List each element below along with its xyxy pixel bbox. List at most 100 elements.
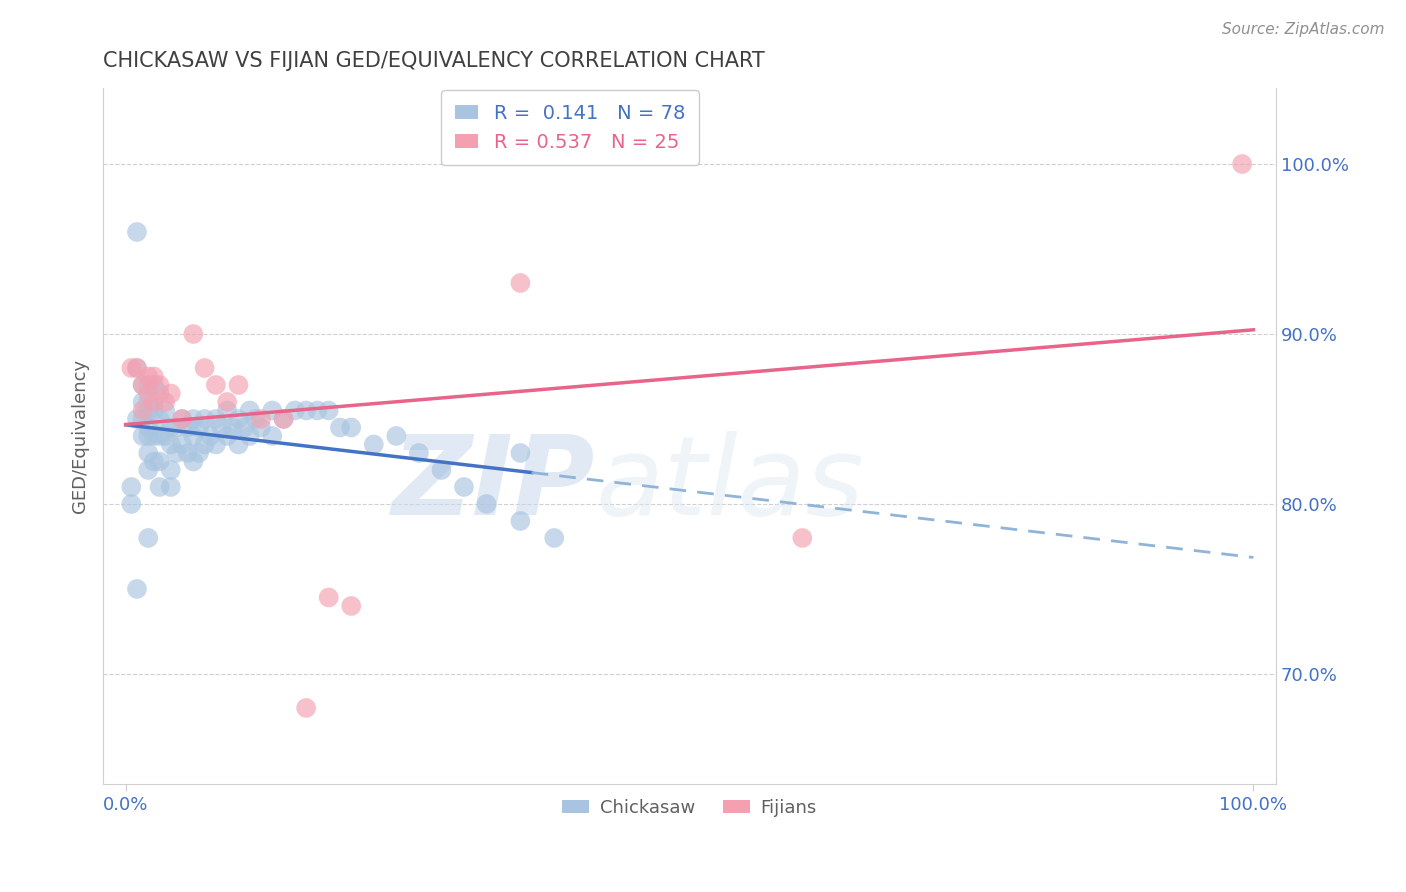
Point <box>245 412 267 426</box>
Point <box>194 437 217 451</box>
Legend: Chickasaw, Fijians: Chickasaw, Fijians <box>555 792 824 824</box>
Point <box>194 361 217 376</box>
Point <box>262 403 284 417</box>
Point <box>363 437 385 451</box>
Point <box>125 361 148 376</box>
Point <box>228 412 250 426</box>
Point <box>136 463 159 477</box>
Point <box>183 412 205 426</box>
Point <box>194 412 217 426</box>
Point <box>340 599 363 613</box>
Point <box>120 497 142 511</box>
Point <box>142 369 165 384</box>
Point <box>453 480 475 494</box>
Point <box>131 395 153 409</box>
Point <box>228 437 250 451</box>
Point <box>217 429 239 443</box>
Point <box>131 403 153 417</box>
Point <box>148 378 170 392</box>
Point <box>509 446 531 460</box>
Point <box>239 429 262 443</box>
Point <box>125 582 148 596</box>
Point <box>200 429 222 443</box>
Point <box>153 395 176 409</box>
Point <box>159 480 181 494</box>
Point <box>188 446 211 460</box>
Point <box>148 429 170 443</box>
Point <box>183 454 205 468</box>
Point <box>183 326 205 341</box>
Point <box>148 480 170 494</box>
Point <box>1230 157 1253 171</box>
Point <box>131 429 153 443</box>
Point <box>792 531 814 545</box>
Point <box>142 429 165 443</box>
Point <box>153 403 176 417</box>
Point <box>509 276 531 290</box>
Point <box>131 378 153 392</box>
Point <box>159 437 181 451</box>
Point <box>307 403 329 417</box>
Point <box>142 454 165 468</box>
Point <box>509 514 531 528</box>
Point <box>159 463 181 477</box>
Point <box>177 446 200 460</box>
Text: CHICKASAW VS FIJIAN GED/EQUIVALENCY CORRELATION CHART: CHICKASAW VS FIJIAN GED/EQUIVALENCY CORR… <box>103 51 765 70</box>
Point <box>125 412 148 426</box>
Text: atlas: atlas <box>596 431 865 538</box>
Point <box>262 429 284 443</box>
Point <box>148 454 170 468</box>
Point <box>136 446 159 460</box>
Point <box>142 395 165 409</box>
Point <box>131 378 153 392</box>
Point <box>250 412 273 426</box>
Point <box>217 395 239 409</box>
Point <box>295 403 318 417</box>
Point <box>131 412 153 426</box>
Point <box>273 412 295 426</box>
Point <box>136 429 159 443</box>
Point <box>159 420 181 434</box>
Point <box>148 386 170 401</box>
Point <box>125 225 148 239</box>
Point <box>170 437 193 451</box>
Point <box>136 369 159 384</box>
Text: Source: ZipAtlas.com: Source: ZipAtlas.com <box>1222 22 1385 37</box>
Point <box>136 403 159 417</box>
Point <box>159 386 181 401</box>
Point <box>205 412 228 426</box>
Point <box>430 463 453 477</box>
Point <box>177 420 200 434</box>
Point <box>233 420 256 434</box>
Point <box>295 701 318 715</box>
Point <box>148 412 170 426</box>
Point <box>165 420 187 434</box>
Point <box>408 446 430 460</box>
Point <box>136 378 159 392</box>
Point <box>165 446 187 460</box>
Point <box>136 420 159 434</box>
Point <box>385 429 408 443</box>
Point <box>153 429 176 443</box>
Point <box>239 403 262 417</box>
Point <box>125 361 148 376</box>
Point <box>205 437 228 451</box>
Point <box>183 429 205 443</box>
Point <box>273 412 295 426</box>
Point <box>170 412 193 426</box>
Text: ZIP: ZIP <box>392 431 596 538</box>
Point <box>136 386 159 401</box>
Point <box>188 420 211 434</box>
Point <box>475 497 498 511</box>
Point <box>543 531 565 545</box>
Point <box>284 403 307 417</box>
Point <box>136 395 159 409</box>
Point <box>228 378 250 392</box>
Point <box>318 403 340 417</box>
Point <box>318 591 340 605</box>
Point <box>205 378 228 392</box>
Point <box>222 420 245 434</box>
Point <box>120 361 142 376</box>
Point <box>250 420 273 434</box>
Point <box>142 378 165 392</box>
